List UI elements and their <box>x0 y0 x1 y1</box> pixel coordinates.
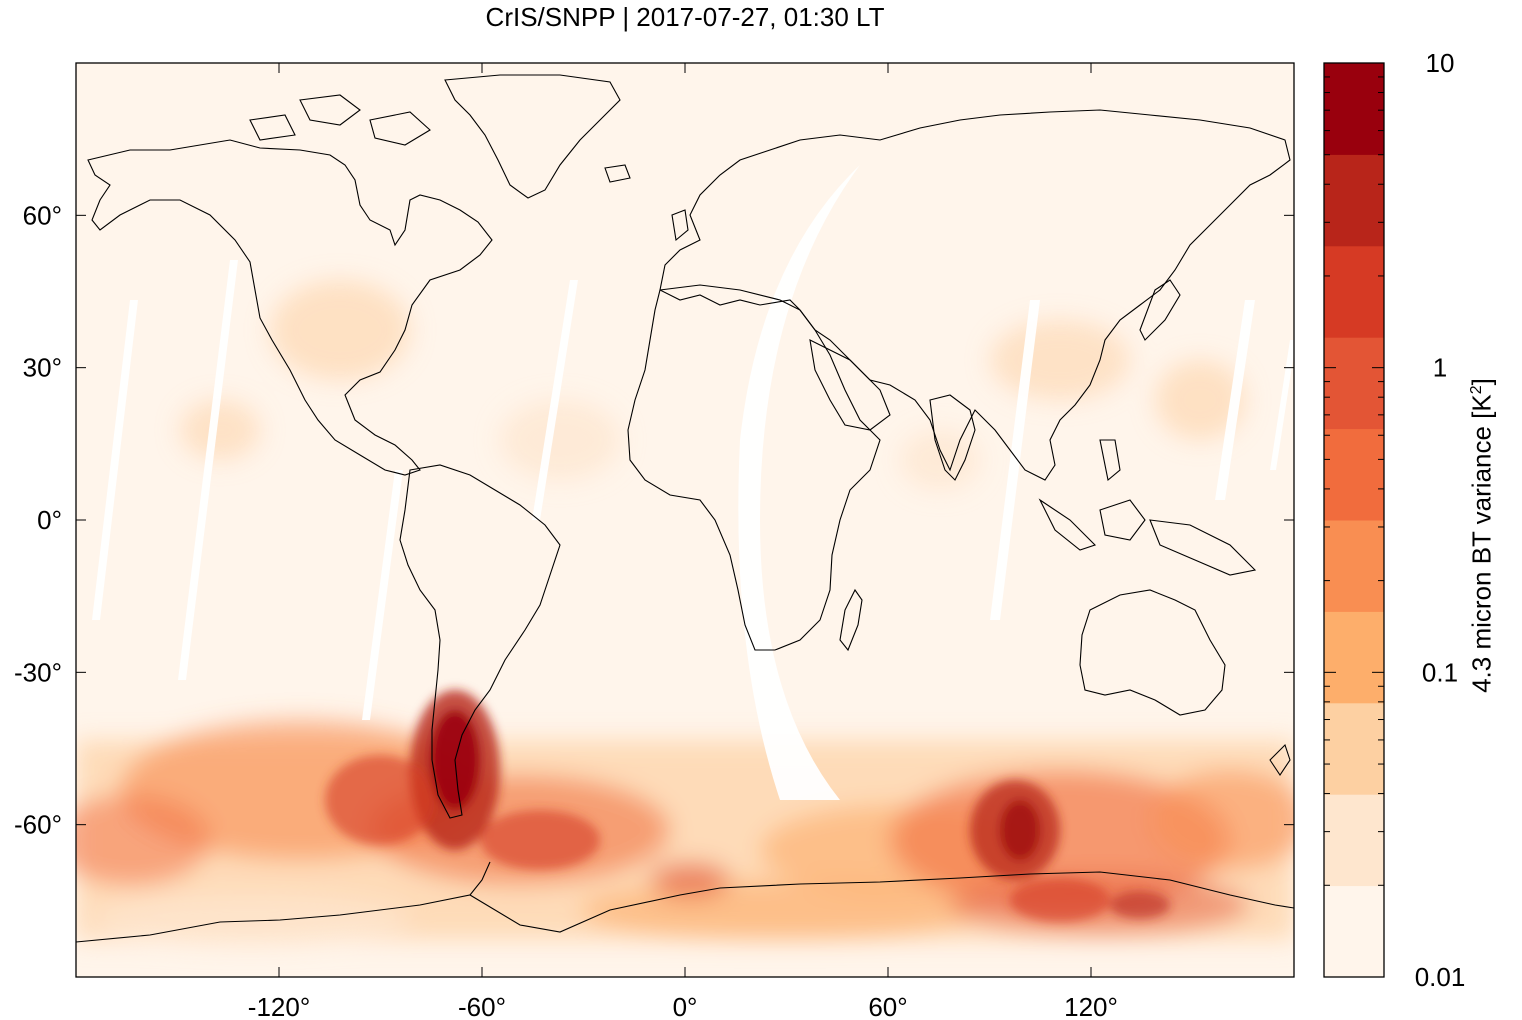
colorbar-label: 4.3 micron BT variance [K2] <box>1466 378 1497 693</box>
lat-tick-label: 0° <box>37 505 62 535</box>
lon-tick-label: 120° <box>1064 992 1118 1020</box>
lat-tick-label: 30° <box>23 353 62 383</box>
colorbar-tick-label: 10 <box>1426 48 1455 78</box>
colorbar-tick-label: 0.1 <box>1422 657 1458 687</box>
colorbar-band <box>1324 154 1384 247</box>
lon-tick-label: -60° <box>458 992 506 1020</box>
colorbar-bands <box>1324 63 1384 978</box>
colorbar-ticks <box>1324 76 1384 978</box>
variance-field <box>76 165 1294 945</box>
colorbar-tick-label: 1 <box>1433 353 1447 383</box>
lon-tick-label: 60° <box>868 992 907 1020</box>
colorbar-frame <box>1323 62 1385 978</box>
colorbar-band <box>1324 428 1384 521</box>
lat-tick-label: -60° <box>14 810 62 840</box>
colorbar-band <box>1324 611 1384 704</box>
colorbar-band <box>1324 885 1384 978</box>
colorbar-tick-label: 0.01 <box>1415 962 1466 992</box>
colorbar-band <box>1324 520 1384 612</box>
colorbar-band <box>1324 702 1384 795</box>
map-tick-marks <box>76 63 1294 977</box>
colorbar-band <box>1324 337 1384 430</box>
lat-tick-label: 60° <box>23 200 62 230</box>
orbit-gaps <box>92 165 1294 800</box>
lon-tick-label: -120° <box>248 992 310 1020</box>
colorbar-band <box>1324 63 1384 155</box>
lat-tick-label: -30° <box>14 657 62 687</box>
colorbar-band <box>1324 245 1384 338</box>
coastlines <box>76 74 1294 943</box>
colorbar-labels: 10 1 0.1 0.01 <box>1415 48 1466 992</box>
chart-title: CrIS/SNPP | 2017-07-27, 01:30 LT <box>485 2 885 32</box>
colorbar-band <box>1324 794 1384 887</box>
lon-tick-label: 0° <box>673 992 698 1020</box>
map-tick-labels: -120° -60° 0° 60° 120° 60° 30° 0° -30° -60° <box>14 200 1118 1020</box>
